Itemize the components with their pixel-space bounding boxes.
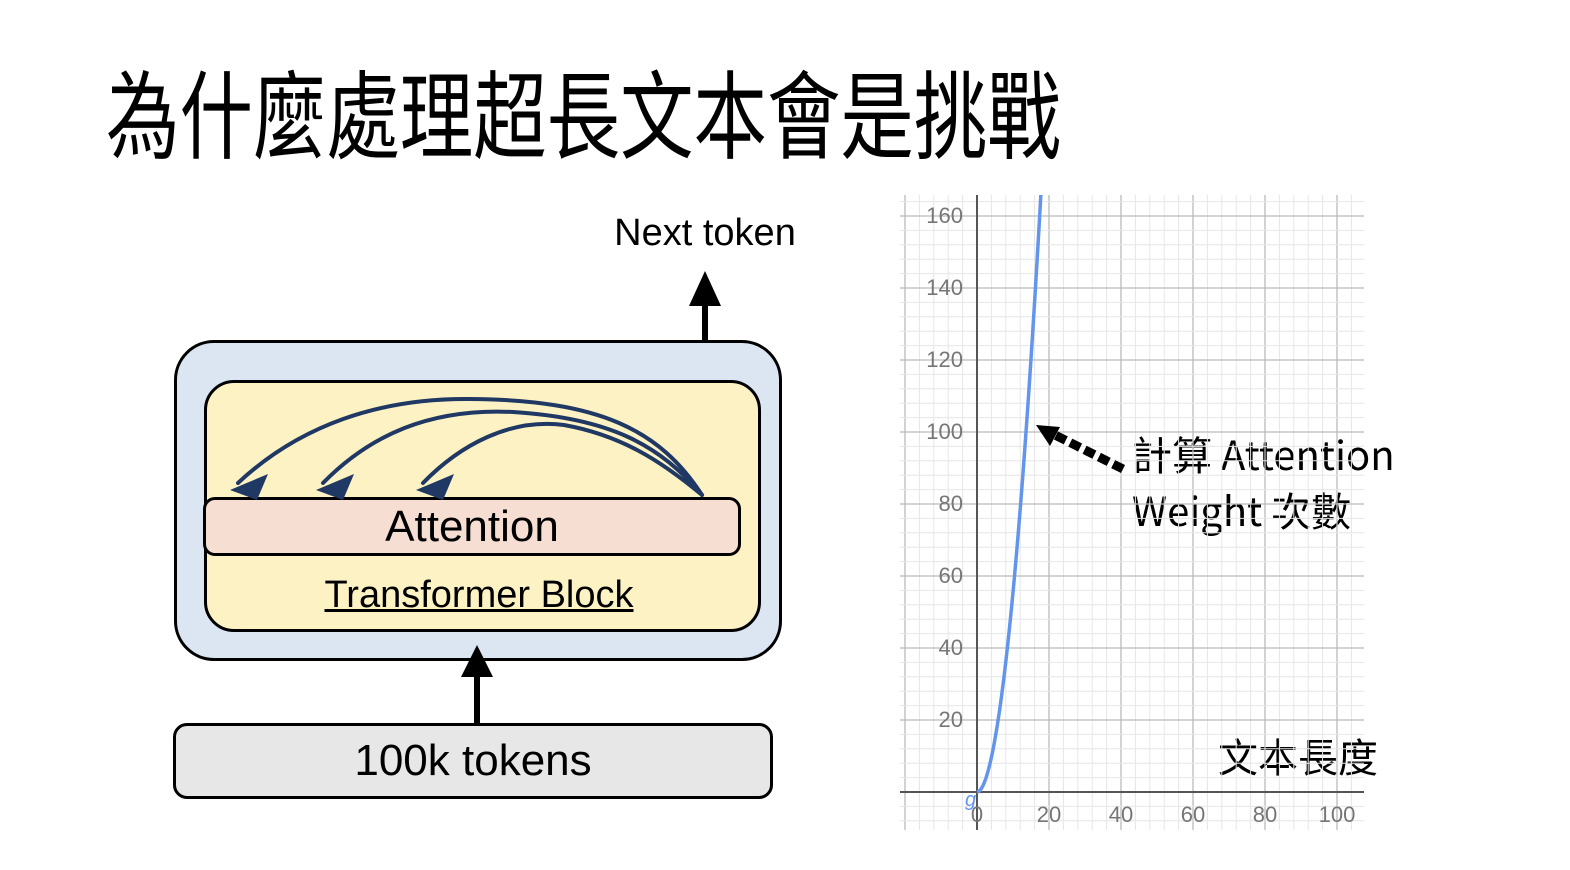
svg-text:0: 0 (971, 802, 983, 827)
svg-text:160: 160 (926, 203, 963, 228)
svg-text:140: 140 (926, 275, 963, 300)
svg-text:80: 80 (1253, 802, 1277, 827)
svg-text:100: 100 (926, 419, 963, 444)
svg-text:60: 60 (939, 563, 963, 588)
svg-text:g: g (965, 789, 976, 811)
svg-text:80: 80 (939, 491, 963, 516)
svg-text:100: 100 (1319, 802, 1356, 827)
svg-text:40: 40 (1109, 802, 1133, 827)
svg-text:120: 120 (926, 347, 963, 372)
svg-text:40: 40 (939, 635, 963, 660)
svg-text:20: 20 (939, 707, 963, 732)
svg-text:20: 20 (1037, 802, 1061, 827)
svg-text:60: 60 (1181, 802, 1205, 827)
